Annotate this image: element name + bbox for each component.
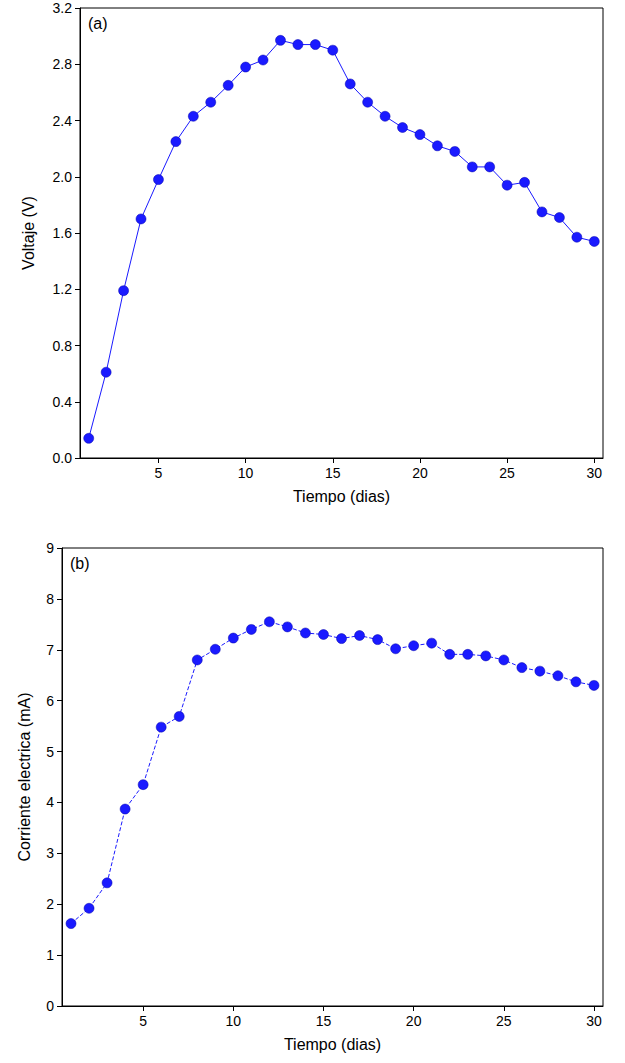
- svg-text:2.0: 2.0: [53, 169, 73, 185]
- svg-text:2: 2: [46, 896, 54, 912]
- svg-text:0.0: 0.0: [53, 450, 73, 466]
- svg-text:20: 20: [406, 1013, 422, 1029]
- svg-text:7: 7: [46, 642, 54, 658]
- svg-text:3.2: 3.2: [53, 0, 73, 16]
- svg-text:30: 30: [586, 1013, 602, 1029]
- svg-text:2.8: 2.8: [53, 56, 73, 72]
- svg-text:0.4: 0.4: [53, 394, 73, 410]
- svg-text:(b): (b): [70, 555, 90, 572]
- svg-text:Tiempo (dias): Tiempo (dias): [293, 488, 390, 505]
- svg-text:0.8: 0.8: [53, 338, 73, 354]
- svg-text:(a): (a): [88, 15, 108, 32]
- svg-text:1: 1: [46, 947, 54, 963]
- svg-text:3: 3: [46, 845, 54, 861]
- svg-text:2.4: 2.4: [53, 113, 73, 129]
- svg-text:5: 5: [46, 744, 54, 760]
- svg-text:20: 20: [412, 465, 428, 481]
- svg-text:10: 10: [238, 465, 254, 481]
- svg-text:6: 6: [46, 693, 54, 709]
- svg-text:15: 15: [325, 465, 341, 481]
- svg-text:15: 15: [316, 1013, 332, 1029]
- svg-text:30: 30: [586, 465, 602, 481]
- svg-text:5: 5: [155, 465, 163, 481]
- svg-text:1.2: 1.2: [53, 281, 73, 297]
- svg-text:Corriente electrica (mA): Corriente electrica (mA): [16, 693, 33, 862]
- svg-text:8: 8: [46, 591, 54, 607]
- svg-text:1.6: 1.6: [53, 225, 73, 241]
- svg-text:Voltaje (V): Voltaje (V): [20, 196, 37, 270]
- svg-text:Tiempo (dias): Tiempo (dias): [284, 1036, 381, 1053]
- svg-text:25: 25: [499, 465, 515, 481]
- svg-text:4: 4: [46, 794, 54, 810]
- svg-text:10: 10: [226, 1013, 242, 1029]
- svg-text:25: 25: [496, 1013, 512, 1029]
- svg-text:5: 5: [139, 1013, 147, 1029]
- svg-text:0: 0: [46, 998, 54, 1014]
- svg-text:9: 9: [46, 540, 54, 556]
